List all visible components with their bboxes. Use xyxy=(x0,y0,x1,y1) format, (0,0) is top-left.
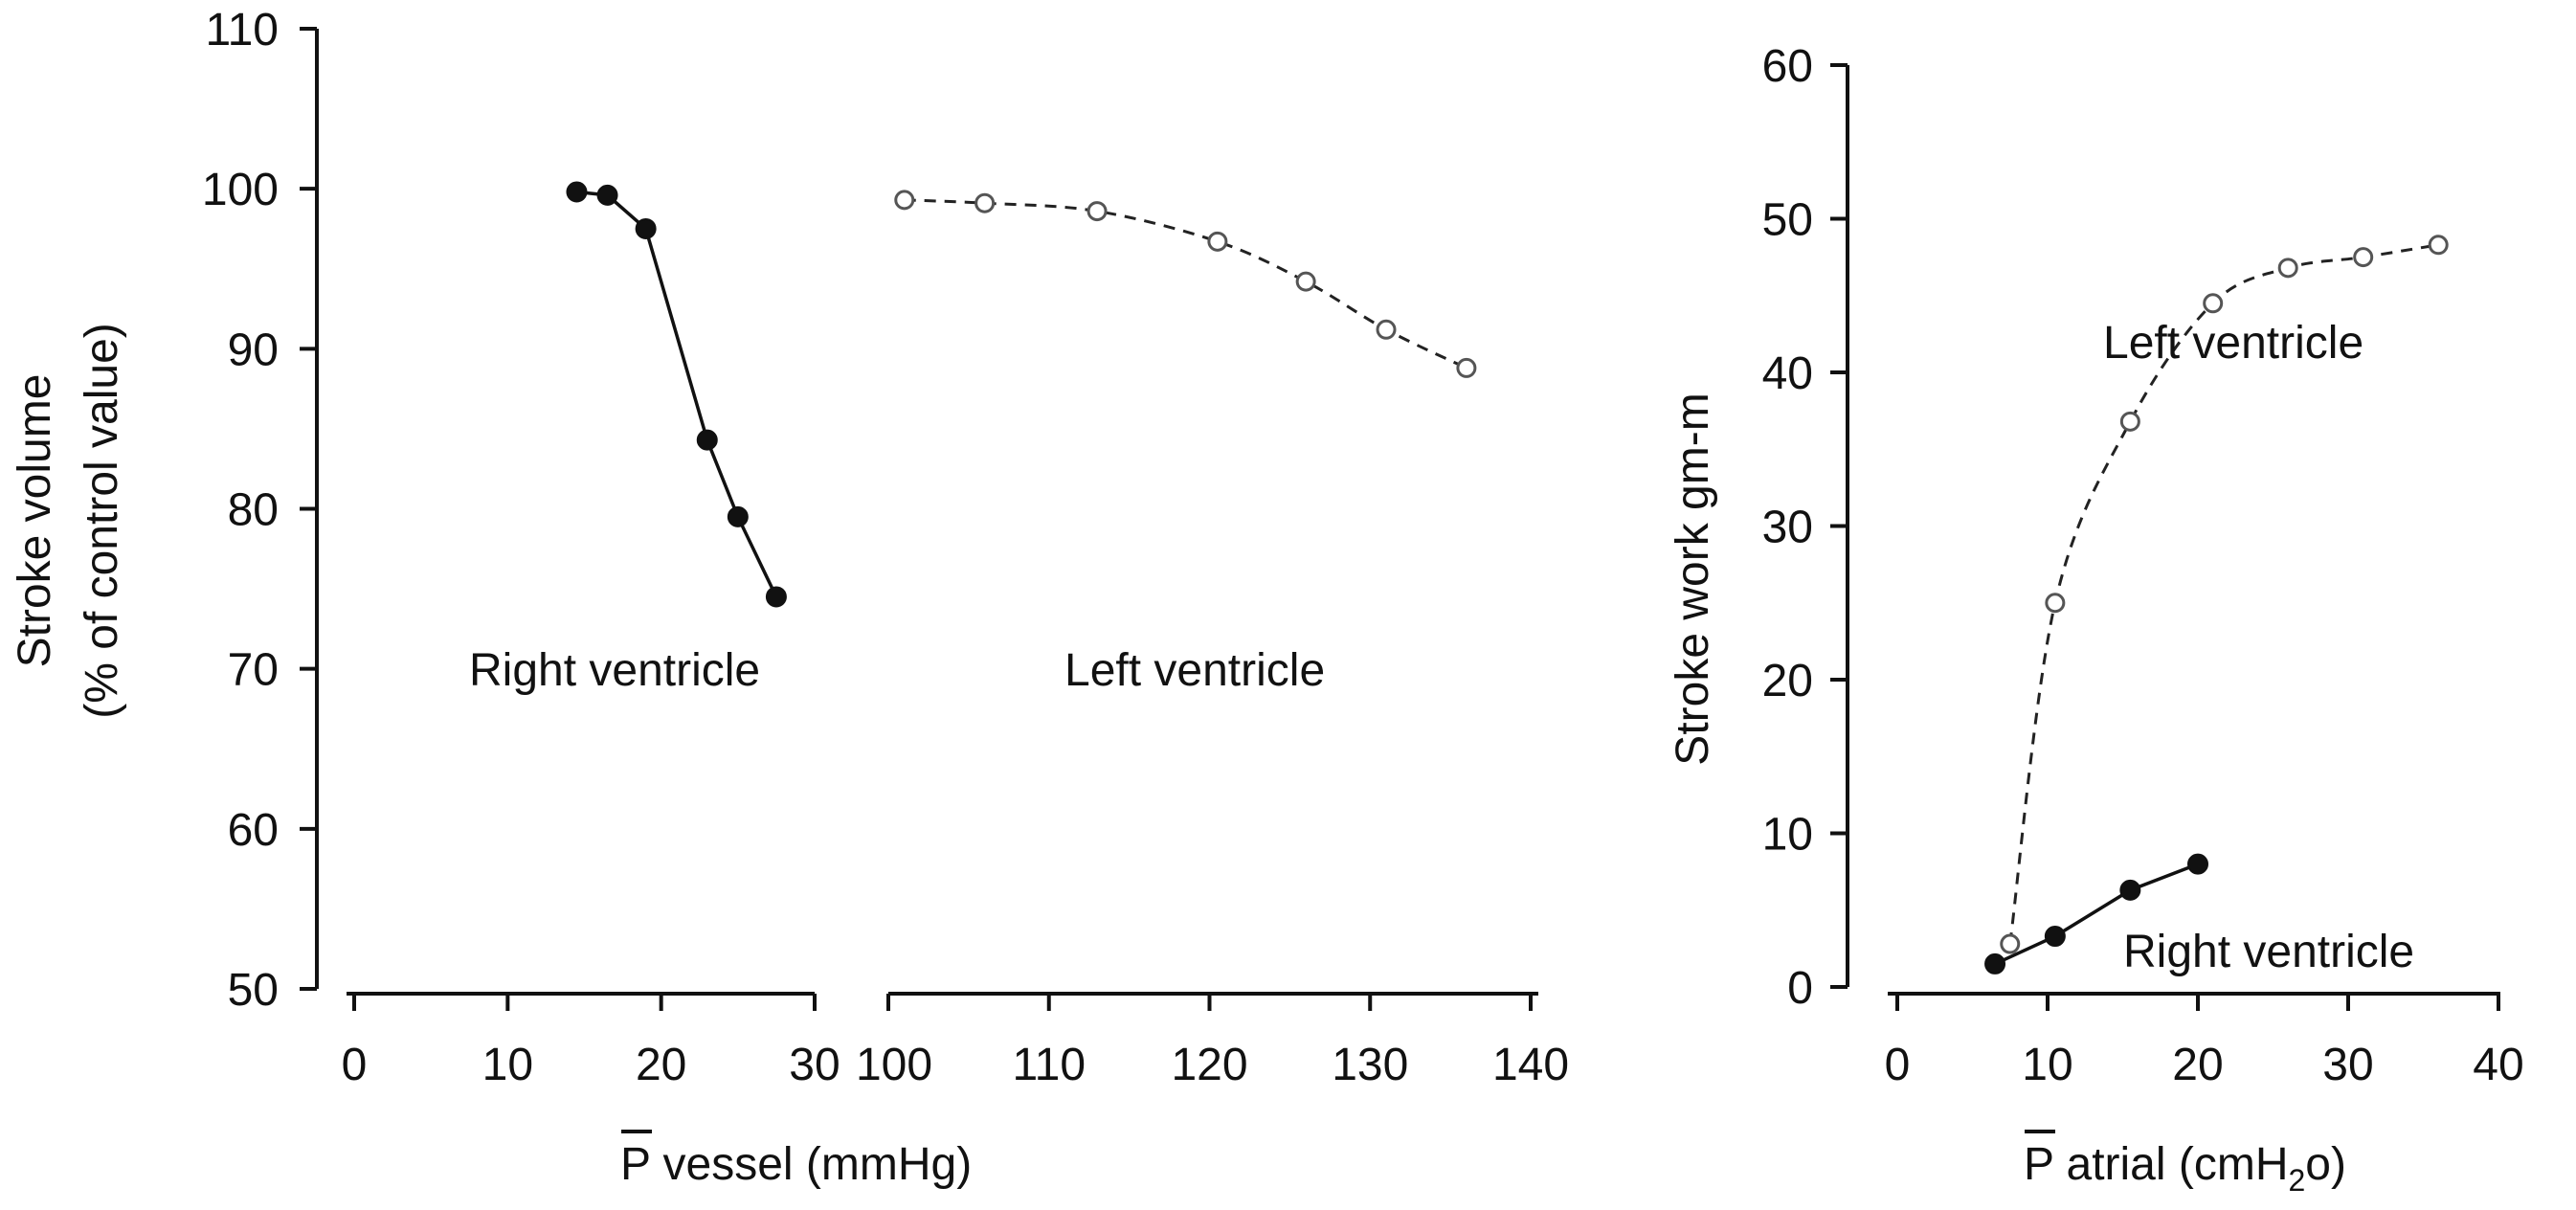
left-ventricle-point-4 xyxy=(2277,258,2298,279)
right-ventricle-point-1 xyxy=(2044,926,2066,948)
y-tick-label-110: 110 xyxy=(205,5,279,56)
left-ventricle-line xyxy=(2008,243,2439,945)
stroke-work-series xyxy=(1984,235,2449,975)
x-axis-label-rest: atrial (cmH xyxy=(2053,1139,2288,1190)
stroke-work-y-axis-label: Stroke work gm-m xyxy=(1668,392,1718,765)
y-tick-label-50: 50 xyxy=(228,965,279,1016)
x-tick-label-110: 110 xyxy=(1012,1040,1086,1090)
left-ventricle-line xyxy=(904,198,1467,370)
left-ventricle-label: Left ventricle xyxy=(2103,318,2363,369)
y-tick-label-10: 10 xyxy=(1762,810,1813,861)
right-ventricle-point-0 xyxy=(1984,952,2006,975)
x-axis-label: P atrial (cmH2o) xyxy=(2024,1130,2346,1198)
y-tick-label-100: 100 xyxy=(202,165,279,215)
left-ventricle-point-5 xyxy=(1376,319,1397,340)
left-ventricle-point-0 xyxy=(2000,933,2021,954)
y-axis-label-line2: (% of control value) xyxy=(77,323,127,719)
svg-text:P atrial (cmH2o): P atrial (cmH2o) xyxy=(2024,1139,2346,1198)
y-axis-label-line1: Stroke volume xyxy=(10,374,60,668)
stroke-volume-y-axis: 50 60 70 80 90 100 110 xyxy=(202,5,319,1016)
stroke-work-y-axis: 0 10 20 30 40 50 60 xyxy=(1762,41,1849,1014)
left-ventricle-point-6 xyxy=(1456,357,1477,378)
x-tick-label-130: 130 xyxy=(1332,1040,1408,1090)
right-ventricle-point-3 xyxy=(696,429,718,451)
x-tick-label-40: 40 xyxy=(2473,1040,2523,1090)
left-ventricle-point-3 xyxy=(2203,293,2224,314)
left-ventricle-point-5 xyxy=(2353,247,2374,268)
left-ventricle-point-6 xyxy=(2428,235,2449,256)
right-ventricle-label: Right ventricle xyxy=(2123,927,2414,977)
atrial-pressure-x-axis: 0 10 20 30 40 xyxy=(1885,992,2524,1090)
y-tick-label-20: 20 xyxy=(1762,656,1813,706)
right-ventricle-point-2 xyxy=(2119,879,2141,901)
y-tick-label-60: 60 xyxy=(1762,41,1813,92)
y-tick-label-90: 90 xyxy=(228,325,279,375)
svg-text:P vessel (mmHg): P vessel (mmHg) xyxy=(620,1139,972,1190)
x-tick-label-10: 10 xyxy=(2022,1040,2072,1090)
right-ventricle-point-5 xyxy=(765,586,787,608)
x-axis-label-subscript: 2 xyxy=(2289,1163,2306,1198)
y-tick-label-70: 70 xyxy=(228,645,279,696)
vessel-pressure-x-axis-left-segment: 100 110 120 130 140 xyxy=(856,992,1569,1090)
y-tick-label-0: 0 xyxy=(1787,963,1813,1014)
stroke-volume-series xyxy=(566,181,1477,608)
right-ventricle-line xyxy=(576,190,778,598)
x-tick-label-140: 140 xyxy=(1492,1040,1569,1090)
x-axis-label-p: P xyxy=(620,1139,650,1190)
x-axis-label-p: P xyxy=(2024,1139,2053,1190)
x-axis-label-rest: vessel (mmHg) xyxy=(650,1139,972,1190)
right-ventricle-point-0 xyxy=(566,181,588,203)
left-ventricle-point-1 xyxy=(2045,593,2066,614)
x-axis-label: P vessel (mmHg) xyxy=(620,1130,972,1190)
left-ventricle-label: Left ventricle xyxy=(1064,645,1325,696)
vessel-pressure-x-axis-right-segment: 0 10 20 30 xyxy=(342,992,840,1090)
x-tick-label-10: 10 xyxy=(482,1040,533,1090)
right-ventricle-point-1 xyxy=(596,184,618,206)
right-ventricle-line xyxy=(1994,862,2199,966)
right-ventricle-label: Right ventricle xyxy=(469,645,760,696)
x-tick-label-20: 20 xyxy=(636,1040,686,1090)
stroke-work-chart: 0 10 20 30 40 50 60 0 10 20 30 40 Stroke work gm-m… xyxy=(1668,41,2524,1198)
x-tick-label-20: 20 xyxy=(2172,1040,2223,1090)
x-tick-label-0: 0 xyxy=(1885,1040,1911,1090)
left-ventricle-point-4 xyxy=(1295,271,1316,292)
y-tick-label-40: 40 xyxy=(1762,348,1813,399)
left-ventricle-point-2 xyxy=(1086,201,1108,222)
x-axis-label-end: o) xyxy=(2305,1139,2346,1190)
x-tick-label-30: 30 xyxy=(2322,1040,2373,1090)
y-tick-label-30: 30 xyxy=(1762,503,1813,553)
right-ventricle-point-4 xyxy=(727,505,749,527)
x-tick-label-120: 120 xyxy=(1171,1040,1247,1090)
right-ventricle-point-3 xyxy=(2187,853,2208,875)
left-ventricle-point-0 xyxy=(894,190,915,211)
x-tick-label-0: 0 xyxy=(342,1040,368,1090)
y-tick-label-60: 60 xyxy=(228,805,279,856)
left-ventricle-point-1 xyxy=(974,192,996,213)
y-tick-label-50: 50 xyxy=(1762,195,1813,246)
x-tick-label-30: 30 xyxy=(789,1040,840,1090)
left-ventricle-point-2 xyxy=(2119,411,2140,432)
x-tick-label-100: 100 xyxy=(856,1040,932,1090)
left-ventricle-point-3 xyxy=(1207,231,1228,252)
y-tick-label-80: 80 xyxy=(228,485,279,536)
right-ventricle-point-2 xyxy=(635,217,657,239)
stroke-volume-chart: 50 60 70 80 90 100 110 0 10 20 30 100 110 120 130 140… xyxy=(10,5,1569,1190)
